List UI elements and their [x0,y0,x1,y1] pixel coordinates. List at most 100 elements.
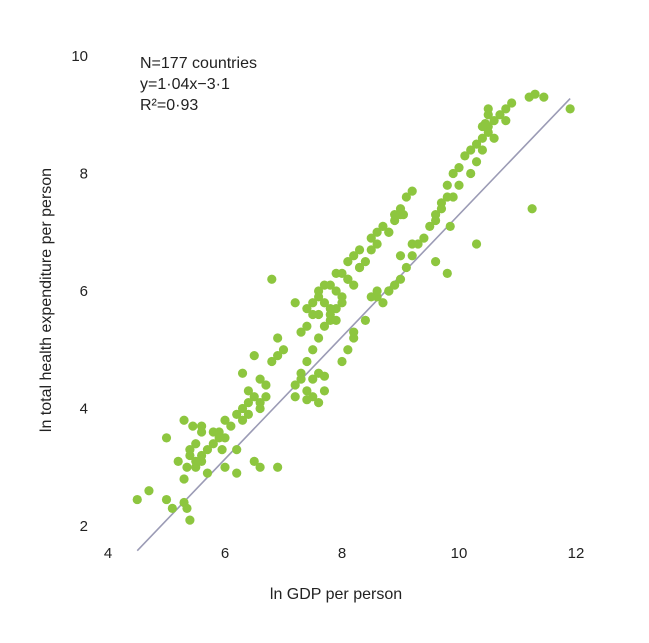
data-points-layer [132,89,575,525]
data-point [208,427,218,437]
data-point [331,315,341,325]
data-point [132,494,142,505]
data-point [419,233,429,243]
data-point [349,280,359,290]
data-point [425,221,435,231]
data-point [191,456,201,466]
data-point [366,292,376,302]
data-point [255,462,265,472]
data-point [249,392,259,402]
data-point [384,227,394,237]
data-point [278,345,289,355]
data-point [179,415,189,425]
data-point [185,445,195,455]
data-point [565,104,575,114]
data-point [314,333,324,343]
data-point [539,92,549,102]
data-point [308,374,318,384]
data-point [407,239,417,249]
data-point [220,462,230,472]
annotation-equation: y=1·04x−3·1 [140,76,230,93]
data-point [343,274,353,284]
data-point [436,204,447,214]
data-point [390,215,400,226]
data-point [261,380,271,390]
data-point [319,371,330,381]
data-point [302,356,312,367]
data-point [161,494,172,505]
data-point [185,515,195,525]
data-point [337,292,347,302]
data-point [407,186,417,196]
data-point [343,345,353,355]
data-point [144,486,154,496]
y-axis-label: ln total health expenditure per person [38,168,55,432]
data-point [202,445,213,455]
data-point [182,462,192,472]
data-point [308,309,318,320]
data-point [161,433,172,443]
annotation-r-squared: R²=0·93 [140,97,198,114]
data-point [267,356,277,367]
data-point [466,168,476,179]
data-point [237,368,248,378]
data-point [378,298,388,308]
data-point [220,415,230,425]
data-point [337,268,347,278]
data-point [208,439,218,449]
data-point [243,386,253,396]
data-point [249,351,259,361]
data-point [530,89,540,99]
data-point [507,98,517,108]
data-point [489,133,499,143]
data-point [314,292,324,302]
data-point [483,110,493,120]
data-point [372,239,382,249]
data-point [314,398,324,408]
data-point [302,395,312,405]
data-point [179,474,189,484]
data-point [319,298,330,308]
data-point [372,286,382,296]
data-point [296,327,306,337]
data-point [431,215,441,226]
data-point [401,262,411,273]
data-point [349,327,359,337]
data-point [273,462,283,472]
data-point [471,139,482,149]
annotation-n: N=177 countries [140,55,257,72]
x-tick-label: 4 [104,545,112,562]
data-point [191,439,201,449]
data-point [182,503,192,513]
data-point [267,274,277,284]
y-tick-label: 8 [80,166,88,183]
data-point [273,351,283,361]
data-point [290,392,300,402]
data-point [431,257,441,267]
data-point [445,221,455,231]
data-point [302,304,312,314]
data-point [188,421,198,431]
data-point [290,298,300,308]
y-tick-label: 10 [71,48,88,65]
x-tick-labels: 4 6 8 10 12 [104,545,585,562]
data-point [378,221,388,231]
data-point [360,257,370,267]
data-point [477,121,487,132]
data-point [319,386,330,396]
data-point [448,192,458,202]
fit-line-layer [136,97,571,552]
data-point [471,157,482,167]
data-point [214,433,224,443]
data-point [319,321,330,331]
data-point [442,268,452,278]
y-tick-label: 6 [80,283,88,300]
data-point [273,333,283,343]
data-point [349,251,359,261]
data-point [325,280,335,290]
data-point [226,421,236,431]
data-point [325,309,335,320]
data-point [390,280,400,290]
fit-line [136,97,571,552]
